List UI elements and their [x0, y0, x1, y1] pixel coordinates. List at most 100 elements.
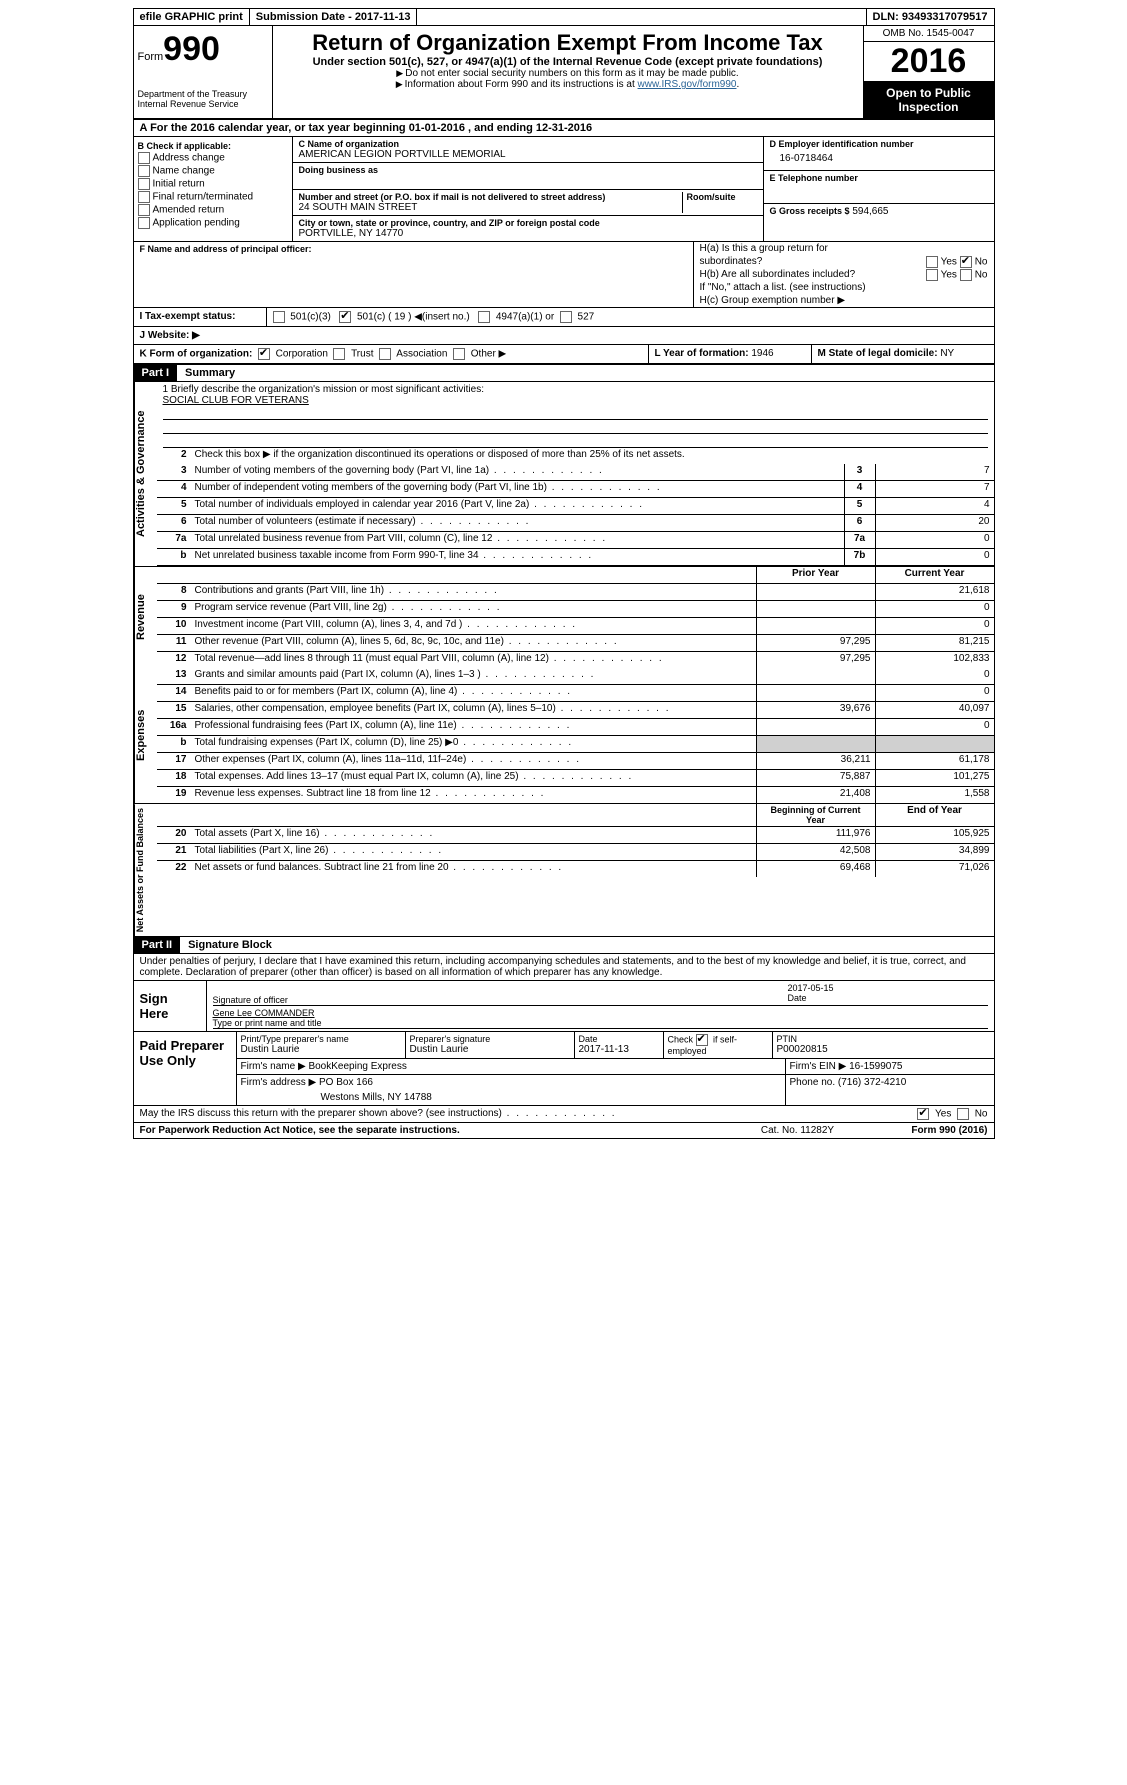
- Ha-row: H(a) Is this a group return for: [694, 242, 994, 255]
- Ha-yes[interactable]: [926, 256, 938, 268]
- Hb-note: If "No," attach a list. (see instruction…: [694, 281, 994, 294]
- activities-governance-block: Activities & Governance 1 Briefly descri…: [134, 382, 994, 566]
- sign-here-block: Sign Here Signature of officer 2017-05-1…: [134, 981, 994, 1032]
- preparer-row1: Print/Type preparer's nameDustin Laurie …: [237, 1032, 994, 1059]
- discuss-yes[interactable]: [917, 1108, 929, 1120]
- cb-self-employed[interactable]: [696, 1034, 708, 1046]
- line-22: 22Net assets or fund balances. Subtract …: [157, 861, 994, 877]
- omb-number: OMB No. 1545-0047: [864, 26, 994, 42]
- cb-assoc[interactable]: [379, 348, 391, 360]
- line-21: 21Total liabilities (Part X, line 26)42,…: [157, 844, 994, 861]
- expenses-block: Expenses 13Grants and similar amounts pa…: [134, 668, 994, 803]
- Hb-no[interactable]: [960, 269, 972, 281]
- hint-instructions: Information about Form 990 and its instr…: [281, 79, 855, 90]
- preparer-row2: Firm's name ▶ BookKeeping Express Firm's…: [237, 1059, 994, 1075]
- gross-receipts: 594,665: [852, 206, 888, 217]
- col-DEG: D Employer identification number 16-0718…: [763, 137, 994, 241]
- cb-amended-return[interactable]: Amended return: [138, 204, 288, 216]
- line-18: 18Total expenses. Add lines 13–17 (must …: [157, 770, 994, 787]
- cb-name-change[interactable]: Name change: [138, 165, 288, 177]
- side-na: Net Assets or Fund Balances: [134, 804, 157, 936]
- form-header: Form990 Department of the Treasury Inter…: [134, 26, 994, 120]
- part1-bar: Part I: [134, 365, 178, 381]
- form-990-page: efile GRAPHIC print Submission Date - 20…: [133, 8, 995, 1139]
- line-10: 10Investment income (Part VIII, column (…: [157, 618, 994, 635]
- page-footer: For Paperwork Reduction Act Notice, see …: [134, 1123, 994, 1138]
- efile-graphic-label: efile GRAPHIC print: [134, 9, 250, 25]
- line-b: bTotal fundraising expenses (Part IX, co…: [157, 736, 994, 753]
- cb-527[interactable]: [560, 311, 572, 323]
- line-4: 4Number of independent voting members of…: [157, 481, 994, 498]
- line-2: 2 Check this box ▶ if the organization d…: [157, 448, 994, 464]
- discuss-row: May the IRS discuss this return with the…: [134, 1106, 994, 1123]
- dept-treasury: Department of the Treasury: [138, 89, 268, 99]
- cb-other[interactable]: [453, 348, 465, 360]
- cb-4947[interactable]: [478, 311, 490, 323]
- cb-501c[interactable]: [339, 311, 351, 323]
- line-12: 12Total revenue—add lines 8 through 11 (…: [157, 652, 994, 668]
- side-exp: Expenses: [134, 668, 157, 803]
- D-ein-cell: D Employer identification number 16-0718…: [764, 137, 994, 171]
- officer-sig-line: Signature of officer 2017-05-15Date: [213, 983, 988, 1006]
- org-name: AMERICAN LEGION PORTVILLE MEMORIAL: [299, 149, 757, 160]
- M-state: M State of legal domicile: NY: [812, 345, 994, 363]
- net-assets-block: Net Assets or Fund Balances Beginning of…: [134, 803, 994, 936]
- cb-address-change[interactable]: Address change: [138, 152, 288, 164]
- city-cell: City or town, state or province, country…: [293, 216, 763, 241]
- irs-link[interactable]: www.IRS.gov/form990: [638, 79, 737, 90]
- part1-title: Summary: [177, 365, 243, 381]
- sign-here-label: Sign Here: [134, 981, 207, 1031]
- line-7a: 7aTotal unrelated business revenue from …: [157, 532, 994, 549]
- G-gross-cell: G Gross receipts $ 594,665: [764, 204, 994, 219]
- preparer-row3: Firm's address ▶ PO Box 166Westons Mills…: [237, 1075, 994, 1105]
- header-right: OMB No. 1545-0047 2016 Open to Public In…: [863, 26, 994, 118]
- line-15: 15Salaries, other compensation, employee…: [157, 702, 994, 719]
- line-13: 13Grants and similar amounts paid (Part …: [157, 668, 994, 685]
- row-J: J Website: ▶: [134, 327, 994, 345]
- discuss-no[interactable]: [957, 1108, 969, 1120]
- paid-preparer-block: Paid Preparer Use Only Print/Type prepar…: [134, 1032, 994, 1106]
- org-city: PORTVILLE, NY 14770: [299, 228, 757, 239]
- form-footer: Form 990 (2016): [858, 1125, 988, 1136]
- form-label: Form: [138, 51, 164, 63]
- open-to-public: Open to Public Inspection: [864, 82, 994, 118]
- line-20: 20Total assets (Part X, line 16)111,9761…: [157, 827, 994, 844]
- block-FH: F Name and address of principal officer:…: [134, 242, 994, 308]
- line-19: 19Revenue less expenses. Subtract line 1…: [157, 787, 994, 803]
- form-title: Return of Organization Exempt From Incom…: [281, 30, 855, 56]
- cb-501c3[interactable]: [273, 311, 285, 323]
- paperwork-notice: For Paperwork Reduction Act Notice, see …: [140, 1125, 738, 1136]
- cb-application-pending[interactable]: Application pending: [138, 217, 288, 229]
- paid-preparer-label: Paid Preparer Use Only: [134, 1032, 237, 1105]
- line-11: 11Other revenue (Part VIII, column (A), …: [157, 635, 994, 652]
- line-5: 5Total number of individuals employed in…: [157, 498, 994, 515]
- line-9: 9Program service revenue (Part VIII, lin…: [157, 601, 994, 618]
- cb-corp[interactable]: [258, 348, 270, 360]
- F-officer: F Name and address of principal officer:: [134, 242, 693, 307]
- cb-initial-return[interactable]: Initial return: [138, 178, 288, 190]
- revenue-block: Revenue Prior Year Current Year 8Contrib…: [134, 566, 994, 668]
- penalty-text: Under penalties of perjury, I declare th…: [134, 954, 994, 981]
- L-year: L Year of formation: 1946: [649, 345, 812, 363]
- Ha-no[interactable]: [960, 256, 972, 268]
- form-subtitle: Under section 501(c), 527, or 4947(a)(1)…: [281, 56, 855, 68]
- cb-final-return[interactable]: Final return/terminated: [138, 191, 288, 203]
- hint-ssn: Do not enter social security numbers on …: [281, 68, 855, 79]
- line-16a: 16aProfessional fundraising fees (Part I…: [157, 719, 994, 736]
- row-KLM: K Form of organization: Corporation Trus…: [134, 345, 994, 365]
- submission-date: Submission Date - 2017-11-13: [250, 9, 418, 25]
- row-A-tax-year: A For the 2016 calendar year, or tax yea…: [134, 120, 994, 137]
- line-6: 6Total number of volunteers (estimate if…: [157, 515, 994, 532]
- block-bcd: B Check if applicable: Address change Na…: [134, 137, 994, 242]
- E-phone-cell: E Telephone number: [764, 171, 994, 204]
- row-I: I Tax-exempt status: 501(c)(3) 501(c) ( …: [134, 308, 994, 327]
- officer-name-line: Gene Lee COMMANDER Type or print name an…: [213, 1006, 988, 1029]
- rev-header-row: Prior Year Current Year: [157, 567, 994, 584]
- form-number-block: Form990: [138, 30, 268, 69]
- line-3: 3Number of voting members of the governi…: [157, 464, 994, 481]
- mission-text: SOCIAL CLUB FOR VETERANS: [163, 395, 988, 406]
- top-bar: efile GRAPHIC print Submission Date - 20…: [134, 9, 994, 26]
- Hb-yes[interactable]: [926, 269, 938, 281]
- cb-trust[interactable]: [333, 348, 345, 360]
- side-ag: Activities & Governance: [134, 382, 157, 566]
